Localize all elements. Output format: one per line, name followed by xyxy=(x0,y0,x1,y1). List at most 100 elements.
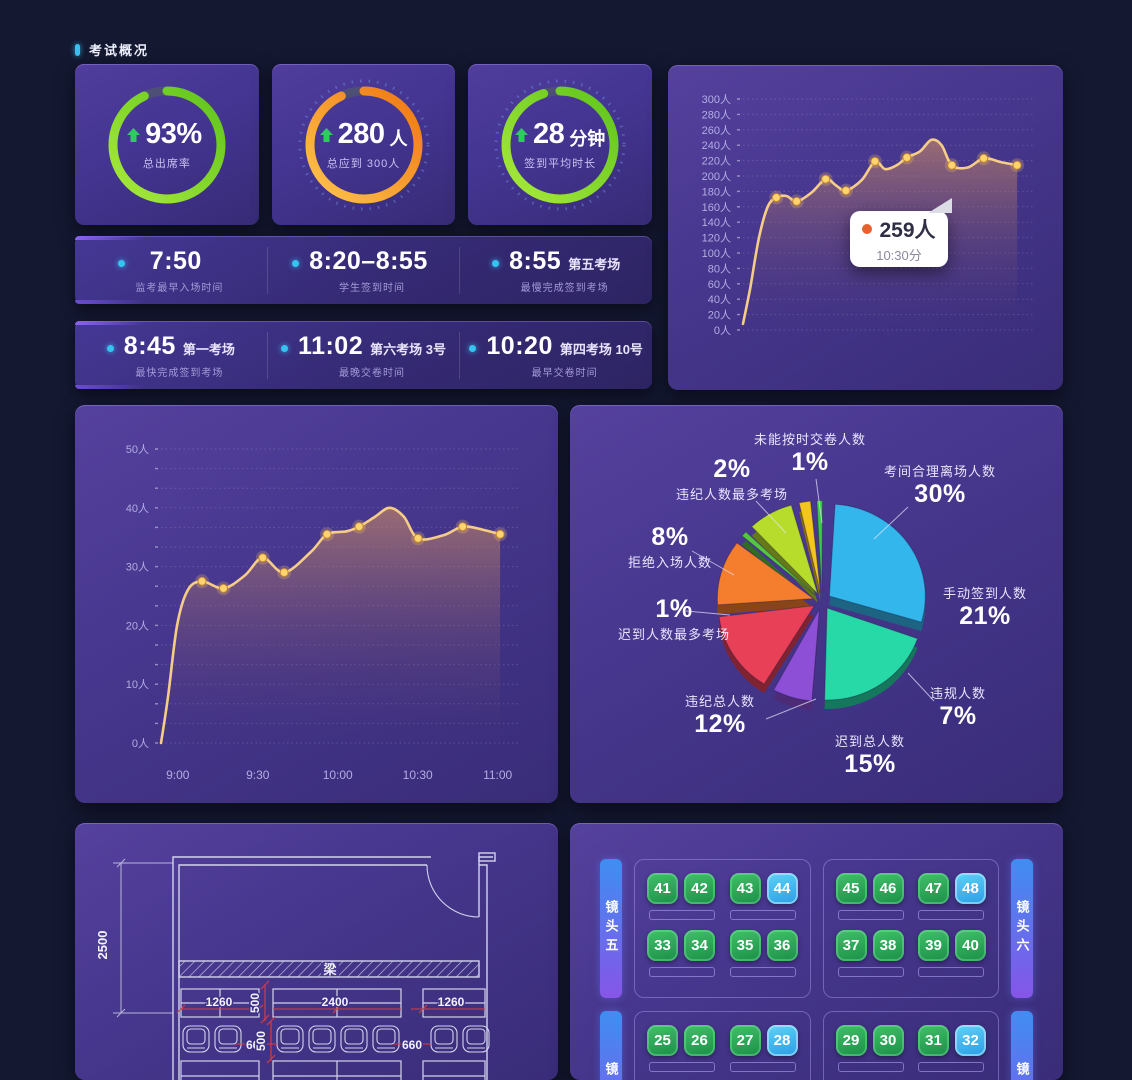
seat-41[interactable]: 41 xyxy=(647,873,678,904)
seat-38[interactable]: 38 xyxy=(872,930,904,961)
seat-31[interactable]: 31 xyxy=(918,1025,949,1056)
camera-bar-right[interactable]: 镜头 xyxy=(1011,1011,1033,1080)
seat-25[interactable]: 25 xyxy=(647,1025,678,1056)
desk xyxy=(649,1062,715,1072)
seat-35[interactable]: 35 xyxy=(729,930,761,961)
attendance-trend-panel: 0人 20人 40人 60人 80人 100人 120人 140人 160人 180人 200人 22… xyxy=(668,65,1063,390)
seat-42[interactable]: 42 xyxy=(684,873,715,904)
seat-pair: 41 42 xyxy=(647,873,715,904)
desk xyxy=(837,1062,904,1072)
stat-unit: 人 xyxy=(389,128,408,149)
desk xyxy=(729,1062,796,1072)
seat-39[interactable]: 39 xyxy=(918,930,949,961)
seat-section-1: 镜头五 41 42 43 44 33 34 35 36 45 46 47 48 37 38 39 40 镜头六 xyxy=(600,859,1033,998)
pie-slice-percent: 8% xyxy=(651,523,689,551)
progress-ring xyxy=(298,79,429,210)
stat-label: 总应到 300人 xyxy=(326,158,401,170)
desk xyxy=(649,910,715,920)
time-label: 最慢完成签到考场 xyxy=(520,282,609,294)
tooltip-time: 10:30分 xyxy=(876,248,922,263)
stat-label: 总出席率 xyxy=(142,158,191,170)
seat-row: 33 34 35 36 xyxy=(647,930,798,961)
desk xyxy=(729,910,796,920)
seat-34[interactable]: 34 xyxy=(684,930,715,961)
seat-27[interactable]: 27 xyxy=(729,1025,761,1056)
chair-row xyxy=(182,1025,490,1053)
pie-slice-name: 未能按时交卷人数 xyxy=(753,432,867,447)
svg-text:240人: 240人 xyxy=(702,139,731,152)
camera-bar-left[interactable]: 镜头 xyxy=(600,1011,622,1080)
camera-bar-left[interactable]: 镜头五 xyxy=(600,859,622,998)
pie-slice-name: 违纪人数最多考场 xyxy=(675,487,789,502)
svg-text:180人: 180人 xyxy=(702,185,731,198)
seat-26[interactable]: 26 xyxy=(684,1025,715,1056)
seat-32[interactable]: 32 xyxy=(955,1025,986,1056)
seat-48[interactable]: 48 xyxy=(955,873,986,904)
seat-30[interactable]: 30 xyxy=(872,1025,904,1056)
floor-plan-panel: 梁 2500 1260 500 2400 1260 660 660 500 xyxy=(75,823,558,1080)
stat-label: 签到平均时长 xyxy=(524,158,597,170)
pie-slice-percent: 15% xyxy=(844,750,896,778)
pie-slice-name: 迟到总人数 xyxy=(834,734,906,749)
signin-trend-chart: 0人 10人 20人 30人 40人 50人 9:00 9:30 10:00 10:30 11:00 xyxy=(126,443,518,782)
svg-text:80人: 80人 xyxy=(708,262,731,275)
pie-slice-name: 迟到人数最多考场 xyxy=(617,627,731,642)
door-swing-arc xyxy=(426,864,480,918)
pie-slice-name: 手动签到人数 xyxy=(942,586,1028,601)
seat-group-1-2: 45 46 47 48 37 38 39 40 xyxy=(822,859,999,998)
seat-45[interactable]: 45 xyxy=(835,873,867,904)
door-jamb xyxy=(478,852,496,862)
pie-slice-name: 违纪总人数 xyxy=(684,694,756,709)
wall-left-top xyxy=(172,856,431,1080)
cyan-dot-icon xyxy=(469,344,477,352)
cyan-dot-icon xyxy=(118,259,126,267)
svg-text:20人: 20人 xyxy=(126,619,149,632)
seat-33[interactable]: 33 xyxy=(647,930,678,961)
seat-40[interactable]: 40 xyxy=(955,930,986,961)
cyan-dot-icon xyxy=(106,344,114,352)
dimension-label: 660 xyxy=(246,1038,266,1052)
pie-label-5: 违纪总人数 12% xyxy=(685,691,755,739)
dimension-label: 500 xyxy=(254,1031,268,1051)
pie-slice-name: 考间合理离场人数 xyxy=(883,464,997,479)
seat-group-2-2: 29 30 31 32 xyxy=(822,1011,999,1080)
section-title: 考试概况 xyxy=(89,43,150,58)
svg-text:10:00: 10:00 xyxy=(323,768,353,782)
seat-47[interactable]: 47 xyxy=(918,873,949,904)
desk xyxy=(837,910,904,920)
pie-slice-percent: 2% xyxy=(713,455,751,483)
seat-28[interactable]: 28 xyxy=(766,1025,798,1056)
seat-row: 25 26 27 28 xyxy=(647,1025,798,1056)
chart-tooltip: 259人 10:30分 xyxy=(850,198,952,267)
dimension-label: 1260 xyxy=(206,995,233,1009)
seat-36[interactable]: 36 xyxy=(766,930,798,961)
section-header: 考试概况 xyxy=(75,40,149,59)
seat-43[interactable]: 43 xyxy=(729,873,761,904)
svg-text:50人: 50人 xyxy=(126,443,149,456)
svg-text:160人: 160人 xyxy=(702,201,731,214)
stat-card-0: 93% 总出席率 xyxy=(75,64,259,225)
up-arrow-icon xyxy=(127,127,141,142)
seat-29[interactable]: 29 xyxy=(835,1025,867,1056)
camera-bar-right[interactable]: 镜头六 xyxy=(1011,859,1033,998)
pie-slice-percent: 21% xyxy=(959,602,1011,630)
floor-plan-drawing: 梁 2500 1260 500 2400 1260 660 660 500 xyxy=(95,852,496,1080)
time-stats-row-2: 8:45 第一考场 最快完成签到考场 11:02 第六考场 3号 最晚交卷时间 … xyxy=(75,321,652,389)
pie-label-3: 违规人数 7% xyxy=(930,683,986,731)
progress-ring xyxy=(494,79,626,210)
seat-37[interactable]: 37 xyxy=(835,930,867,961)
time-place: 第六考场 3号 xyxy=(370,341,446,357)
stat-card-2: 28 分钟 签到平均时长 xyxy=(468,64,653,225)
pie-slice-percent: 30% xyxy=(914,480,966,508)
desk-row xyxy=(649,1062,796,1072)
pie-label-8: 2% 违纪人数最多考场 xyxy=(676,455,788,503)
time-stat-cell: 8:20–8:55 学生签到时间 xyxy=(266,246,460,294)
seat-44[interactable]: 44 xyxy=(766,873,798,904)
svg-text:260人: 260人 xyxy=(702,124,731,137)
desk xyxy=(918,967,984,977)
pie-label-2: 手动签到人数 21% xyxy=(943,583,1027,631)
ring-text: 28 分钟 签到平均时长 xyxy=(468,64,652,225)
seat-46[interactable]: 46 xyxy=(872,873,904,904)
pie-slice-percent: 1% xyxy=(655,595,693,623)
